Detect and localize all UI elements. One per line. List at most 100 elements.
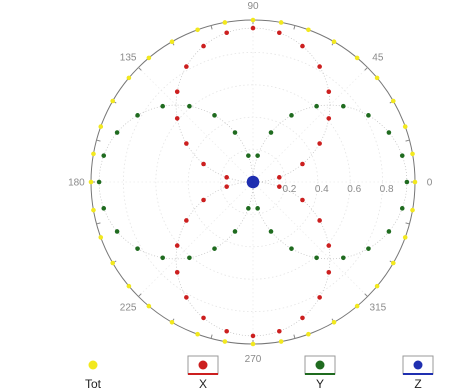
data-point-x xyxy=(326,89,332,94)
legend-label-tot: Tot xyxy=(85,377,102,391)
data-point-x xyxy=(224,175,229,180)
legend-marker-tot xyxy=(88,360,98,370)
data-point-x xyxy=(184,295,189,300)
legend-label-y: Y xyxy=(316,377,324,391)
data-point-tot xyxy=(169,39,175,45)
legend-label-z: Z xyxy=(414,377,421,391)
data-point-tot xyxy=(98,235,104,240)
data-point-tot xyxy=(169,319,175,325)
data-point-x xyxy=(326,243,332,248)
data-point-tot xyxy=(390,260,396,266)
data-point-tot xyxy=(412,179,418,185)
data-point-z xyxy=(253,179,260,186)
data-point-tot xyxy=(222,339,228,344)
data-point-tot xyxy=(222,20,228,25)
data-point-tot xyxy=(402,124,408,129)
angle-tick xyxy=(210,25,213,30)
legend-marker-x xyxy=(198,360,208,370)
angle-label: 225 xyxy=(120,302,137,313)
data-point-x xyxy=(224,184,229,189)
data-point-tot xyxy=(278,20,284,25)
data-point-x xyxy=(201,197,206,203)
data-point-y xyxy=(289,246,294,251)
data-point-y xyxy=(366,246,371,251)
angle-tick xyxy=(293,334,296,339)
data-point-tot xyxy=(354,303,360,309)
data-point-tot xyxy=(306,27,311,33)
angle-tick xyxy=(210,334,213,339)
data-point-x xyxy=(201,161,206,167)
data-point-tot xyxy=(98,124,104,129)
data-point-x xyxy=(174,116,180,121)
data-point-x xyxy=(277,175,282,180)
data-point-x xyxy=(174,270,180,275)
data-point-x xyxy=(224,30,229,36)
data-point-y xyxy=(386,130,392,135)
data-point-tot xyxy=(331,319,337,325)
data-point-x xyxy=(201,43,206,49)
data-point-tot xyxy=(88,179,94,185)
data-point-tot xyxy=(91,151,96,157)
data-point-tot xyxy=(110,260,116,266)
data-point-tot xyxy=(250,17,256,23)
data-point-x xyxy=(277,184,282,189)
data-point-tot xyxy=(402,235,408,240)
angle-label: 90 xyxy=(247,1,259,12)
data-point-x xyxy=(300,315,305,321)
data-point-x xyxy=(184,141,189,146)
data-point-tot xyxy=(331,39,337,45)
angle-label: 45 xyxy=(372,53,384,64)
data-point-y xyxy=(399,206,405,211)
data-point-y xyxy=(268,130,274,135)
data-point-y xyxy=(255,153,260,158)
angle-tick xyxy=(364,293,368,297)
data-point-y xyxy=(246,153,251,158)
data-point-y xyxy=(160,255,165,261)
data-point-x xyxy=(224,328,229,334)
angle-tick xyxy=(96,139,101,142)
legend-marker-y xyxy=(315,360,325,370)
legend-marker-z xyxy=(413,360,423,370)
data-point-tot xyxy=(278,339,284,344)
data-point-tot xyxy=(110,98,116,104)
data-point-tot xyxy=(146,55,152,61)
data-point-x xyxy=(277,328,282,334)
data-point-x xyxy=(317,218,322,223)
radial-label: 0.6 xyxy=(347,184,361,195)
data-point-y xyxy=(187,255,192,261)
data-point-tot xyxy=(195,331,200,337)
data-point-x xyxy=(184,64,189,69)
data-point-y xyxy=(289,113,294,118)
angle-tick xyxy=(364,67,368,71)
data-point-y xyxy=(96,179,102,185)
data-point-y xyxy=(314,255,319,261)
data-point-y xyxy=(246,206,251,211)
data-point-y xyxy=(404,179,410,185)
data-point-y xyxy=(386,229,392,234)
data-point-y xyxy=(314,103,319,109)
data-point-y xyxy=(101,153,107,158)
data-point-y xyxy=(232,130,238,135)
data-point-tot xyxy=(374,75,380,81)
data-point-tot xyxy=(390,98,396,104)
data-point-x xyxy=(174,243,180,248)
data-point-tot xyxy=(410,207,415,213)
data-point-y xyxy=(268,229,274,234)
data-point-x xyxy=(317,141,322,146)
data-point-tot xyxy=(126,75,132,81)
data-point-y xyxy=(341,103,346,109)
grid-ring xyxy=(220,149,286,215)
angle-label: 315 xyxy=(370,302,387,313)
angle-label: 180 xyxy=(68,178,85,189)
legend: Tot X Y Z xyxy=(85,355,434,391)
data-point-tot xyxy=(354,55,360,61)
data-point-tot xyxy=(126,283,132,289)
axis-labels: 0 45 90 135 180 225 270 315 0.2 0.4 0.6 0.8 xyxy=(68,1,433,365)
data-point-y xyxy=(135,113,140,118)
legend-label-x: X xyxy=(199,377,207,391)
data-point-x xyxy=(277,30,282,36)
angle-tick xyxy=(405,222,410,225)
data-point-x xyxy=(174,89,180,94)
data-point-x xyxy=(317,64,322,69)
